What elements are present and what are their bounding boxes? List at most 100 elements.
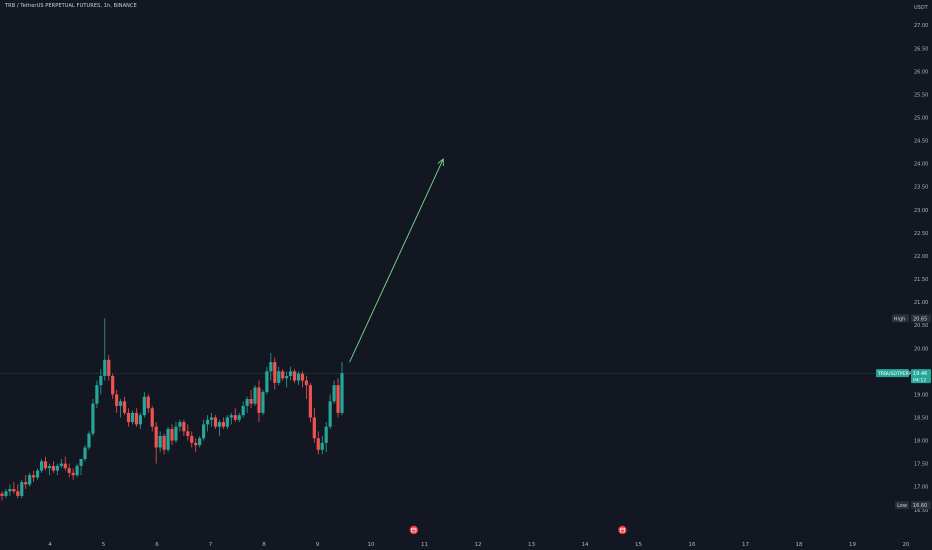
candle (130, 410, 135, 425)
candle-body (178, 422, 182, 427)
candle-body (249, 399, 253, 404)
candle-body (158, 435, 162, 448)
candle-body (126, 412, 131, 423)
candle (249, 389, 253, 409)
x-tick-label: 7 (209, 542, 213, 548)
candle (111, 373, 115, 400)
candle (273, 357, 277, 390)
candle (265, 366, 269, 395)
candle-body (261, 392, 265, 413)
x-tick-label: 17 (742, 542, 749, 548)
low-badge: Low 16.60 (895, 501, 931, 510)
y-tick-label: 18.50 (914, 415, 928, 421)
candle (245, 396, 249, 413)
x-tick-label: 16 (689, 542, 696, 548)
candle-body (316, 438, 320, 450)
candle-body (111, 375, 115, 395)
candle-body (138, 415, 142, 425)
y-axis-unit: USDT (914, 5, 929, 11)
candle-body (170, 429, 174, 441)
candle (55, 463, 59, 476)
x-tick-label: 8 (262, 542, 266, 548)
candle (4, 489, 8, 499)
candle-body (253, 387, 257, 404)
candle (213, 415, 218, 430)
candle-body (312, 417, 316, 439)
candle (154, 422, 158, 464)
candle-body (51, 465, 55, 471)
candle-body (150, 408, 154, 427)
x-tick-label: 9 (316, 542, 320, 548)
calendar-icon-frame (411, 527, 417, 533)
candle (170, 424, 174, 446)
x-tick-label: 15 (635, 542, 642, 548)
candle (253, 385, 257, 406)
candle (122, 396, 127, 416)
candle-body (47, 465, 52, 469)
candle (285, 371, 289, 388)
x-tick-label: 13 (528, 542, 535, 548)
candle-body (35, 470, 40, 478)
candle-body (119, 401, 123, 406)
candle (178, 419, 182, 432)
candle (79, 459, 83, 476)
calendar-icon[interactable] (409, 525, 418, 535)
candle-body (146, 396, 150, 409)
x-tick-label: 12 (475, 542, 482, 548)
candle (174, 422, 178, 443)
candle-body (245, 399, 249, 406)
candle (289, 366, 293, 381)
candle-body (194, 442, 198, 446)
candle-body (198, 438, 202, 446)
candle-body (205, 419, 210, 425)
chart-title: TRB / TetherUS PERPETUAL FUTURES, 1h, BI… (5, 3, 137, 9)
trend-arrow-line (349, 158, 444, 363)
x-tick-label: 5 (102, 542, 106, 548)
candle-body (292, 371, 297, 381)
candle-body (237, 415, 241, 420)
y-tick-label: 17.50 (914, 462, 928, 468)
candle (205, 415, 210, 432)
candle-body (95, 385, 99, 404)
high-badge-value: 20.65 (913, 316, 927, 322)
candle-body (336, 385, 340, 413)
candle (87, 431, 91, 450)
low-badge-label: Low (897, 503, 907, 509)
candle-body (55, 465, 59, 471)
candle-body (269, 362, 273, 372)
y-tick-label: 25.50 (914, 92, 928, 98)
candle (150, 405, 154, 432)
candle (328, 394, 332, 430)
candle (296, 371, 301, 386)
event-markers-layer (409, 525, 627, 535)
candle (209, 412, 214, 427)
candle-body (115, 394, 119, 406)
x-tick-label: 19 (849, 542, 856, 548)
y-tick-label: 25.00 (914, 116, 928, 122)
candle (63, 456, 67, 471)
candle (12, 482, 16, 494)
current-price-value: 19.46 (913, 371, 927, 377)
candle-body (340, 373, 344, 413)
candle-body (265, 371, 269, 393)
candle (138, 412, 142, 430)
candle (107, 355, 111, 381)
candle (202, 419, 206, 441)
candle (24, 475, 28, 490)
y-tick-label: 16.50 (914, 508, 928, 514)
candle-body (241, 405, 245, 416)
candle-body (300, 373, 305, 381)
candle-body (154, 426, 158, 448)
candle (229, 412, 233, 425)
candle (158, 431, 162, 453)
candle (225, 415, 229, 430)
calendar-icon[interactable] (618, 525, 627, 535)
trend-arrow-layer (349, 158, 444, 363)
x-tick-label: 14 (582, 542, 589, 548)
candle-body (134, 412, 139, 425)
y-tick-label: 21.50 (914, 277, 928, 283)
candle-body (166, 429, 170, 450)
candle (233, 408, 237, 423)
high-badge: High 20.65 (891, 314, 931, 323)
